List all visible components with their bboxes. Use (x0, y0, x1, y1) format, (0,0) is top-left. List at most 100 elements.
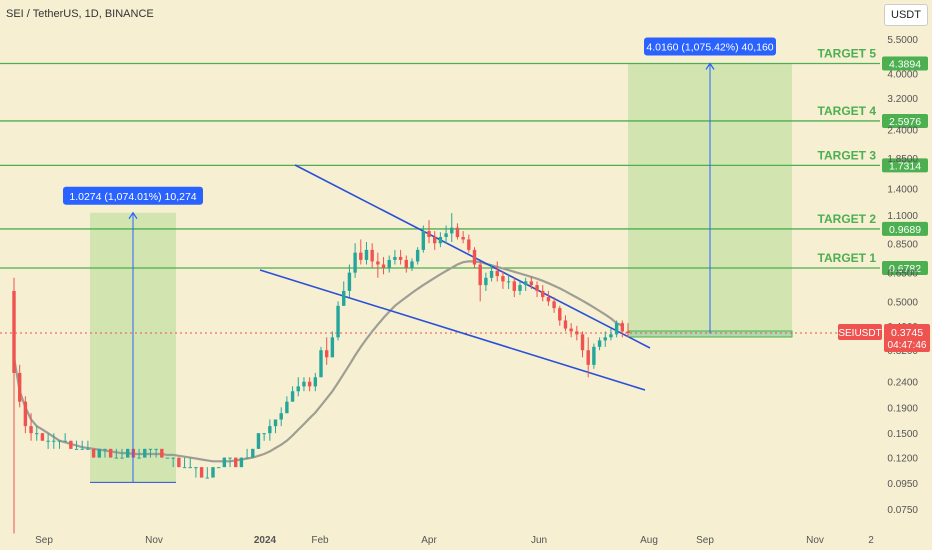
candle-body (546, 297, 551, 302)
candle-body (74, 448, 79, 450)
target-price-value: 1.7314 (889, 160, 921, 172)
y-axis: 5.5000 4.0000 3.2000 2.4000 1.8500 1.4000 1.10… (838, 35, 930, 516)
candle-body (290, 391, 295, 402)
target-name-label: TARGET 3 (818, 148, 877, 162)
candle-body (251, 448, 255, 458)
candle-body (194, 467, 198, 469)
candle-body (262, 433, 266, 435)
candle-body (313, 377, 318, 387)
candlesticks (12, 213, 630, 534)
candle-body (307, 381, 312, 387)
target-name-label: TARGET 2 (818, 212, 877, 226)
target-name-label: TARGET 5 (818, 47, 877, 61)
candle-body (46, 440, 50, 442)
candle-body (541, 290, 545, 298)
target-price-tag (882, 158, 928, 173)
moving-average (12, 260, 623, 463)
upper-trendline[interactable] (294, 164, 651, 349)
x-tick-label: 2 (868, 535, 874, 546)
candle-body (239, 457, 244, 468)
candle-body (484, 277, 488, 286)
y-tick-label: 0.1500 (887, 429, 918, 440)
target-lines (0, 62, 880, 269)
candle-body (80, 448, 84, 450)
candle-body (52, 440, 56, 442)
x-axis: Sep Nov 2024 Feb Apr Jun Aug Sep Nov 2 (35, 535, 874, 546)
candle-body (182, 467, 187, 469)
candle-body (506, 281, 511, 283)
candle-body (444, 233, 448, 238)
candle-body (63, 440, 67, 442)
y-tick-label: 0.0750 (887, 505, 918, 516)
candle-body (336, 305, 340, 338)
y-tick-label: 1.1000 (887, 211, 918, 222)
candle-body (273, 419, 278, 427)
candle-body (404, 259, 408, 268)
candle-body (552, 301, 556, 309)
symbol-tag-text: SEIUSDT (838, 328, 881, 339)
candle-body (597, 340, 602, 347)
candle-body (199, 467, 204, 478)
candle-body (455, 227, 460, 238)
candle-body (410, 261, 414, 268)
lower-trendline[interactable] (259, 269, 646, 391)
candle-body (171, 457, 175, 459)
candle-body (69, 440, 73, 449)
moving-average-line (12, 260, 623, 463)
candle-body (472, 249, 477, 265)
candle-body (177, 457, 181, 468)
candle-body (188, 467, 192, 469)
candle-body (108, 448, 113, 458)
candle-body (296, 386, 300, 392)
candle-body (91, 448, 96, 458)
candle-body (575, 331, 579, 335)
candle-body (518, 285, 522, 291)
candle-body (165, 457, 170, 459)
candle-body (523, 281, 528, 286)
candle-body (97, 448, 101, 458)
y-tick-label: 1.4000 (887, 185, 918, 196)
candle-body (228, 457, 232, 459)
target-price-value: 0.6782 (889, 263, 921, 275)
candle-body (614, 323, 619, 335)
candle-body (592, 346, 596, 365)
candle-body (529, 281, 534, 286)
target-price-value: 4.3894 (889, 59, 921, 71)
candle-body (57, 440, 62, 442)
countdown-timer: 04:47:46 (888, 340, 927, 351)
currency-unit-button[interactable]: USDT (884, 4, 928, 26)
symbol-title: SEI / TetherUS, 1D, BINANCE (6, 8, 154, 20)
candle-body (268, 426, 272, 434)
candle-body (29, 426, 33, 434)
candle-body (324, 350, 329, 358)
target-price-tag (882, 113, 928, 128)
candle-body (467, 239, 471, 250)
y-tick-label: 3.2000 (887, 94, 918, 105)
target-name-label: TARGET 4 (818, 104, 877, 118)
candle-body (387, 259, 391, 268)
y-tick-label: 0.1200 (887, 454, 918, 465)
candle-body (603, 337, 607, 341)
candle-body (421, 231, 426, 250)
candle-body (23, 401, 28, 427)
candle-body (501, 276, 505, 282)
candle-body (40, 433, 45, 441)
candle-body (353, 252, 357, 273)
candle-body (535, 285, 539, 291)
target-price-value: 2.5976 (889, 116, 921, 128)
x-tick-label: Aug (640, 535, 658, 546)
candle-body (120, 457, 124, 459)
candle-body (478, 264, 482, 286)
y-tick-label: 0.8500 (887, 239, 918, 250)
y-tick-label: 0.2400 (887, 378, 918, 389)
candle-body (103, 448, 107, 450)
candle-body (234, 457, 238, 468)
candle-body (626, 331, 630, 334)
target-price-tag (882, 221, 928, 236)
x-tick-label: Nov (145, 535, 163, 546)
measure-arrow-head (705, 62, 715, 70)
current-price-value: 0.3745 (891, 327, 923, 339)
x-tick-label: Apr (421, 535, 437, 546)
candle-body (245, 457, 249, 459)
